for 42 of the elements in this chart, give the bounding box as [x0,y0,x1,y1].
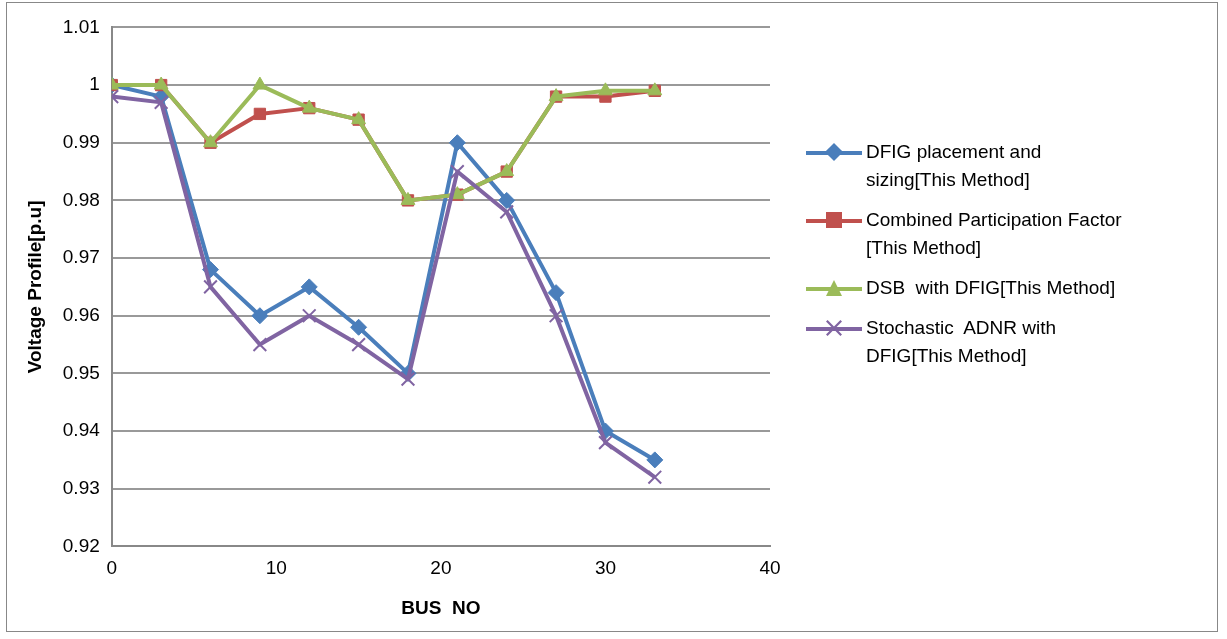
y-axis-title: Voltage Profile[p.u] [23,200,45,374]
y-tick-label: 0.99 [62,130,100,152]
x-tick-label: 30 [594,557,617,579]
x-axis-title: BUS NO [401,596,481,618]
y-tick-label: 0.95 [62,361,100,383]
x-tick-label: 10 [265,557,287,579]
point [351,337,366,352]
y-tick-label: 0.96 [62,303,100,325]
y-tick-label: 0.93 [62,476,100,498]
point [253,107,267,121]
legend-label: Stochastic ADNR with DFIG[This Method] [866,316,1058,368]
legend-label: DFIG placement and sizing[This Method] [866,140,1043,192]
point [300,278,318,296]
point [153,95,169,110]
point [498,191,516,209]
point [448,134,466,152]
point [647,469,663,485]
point [252,337,268,352]
point [400,371,416,387]
point [598,435,613,450]
point [598,82,613,96]
y-tick-label: 0.97 [62,246,100,268]
x-tick-label: 40 [759,557,781,579]
y-tick-label: 0.98 [62,188,100,210]
point [350,318,368,336]
x-tick-label: 20 [430,557,452,579]
x-tick-label: 0 [106,557,118,579]
point [449,164,465,179]
point [646,451,664,469]
legend-label: DSB with DFIG[This Method] [866,276,1116,300]
y-tick-label: 0.94 [62,419,101,441]
point [301,308,317,324]
point [203,279,218,295]
point [547,284,565,302]
y-tick-label: 1.01 [62,15,100,37]
y-tick-label: 0.92 [62,534,100,556]
y-tick-label: 1 [89,73,100,95]
point [251,307,269,325]
point [548,308,564,324]
legend-label: Combined Participation Factor [This Method] [866,208,1123,260]
point [499,204,515,220]
point [252,76,268,90]
